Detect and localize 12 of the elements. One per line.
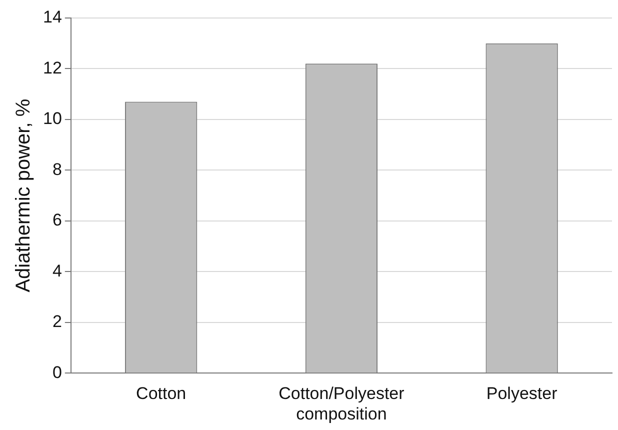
y-axis-title: Adiathermic power, % [12, 98, 35, 292]
y-tick-label: 0 [52, 362, 62, 382]
y-tick-label: 8 [52, 160, 62, 179]
y-tick-label: 4 [52, 261, 62, 280]
x-tick-label: Cotton [136, 384, 186, 404]
x-tick-label: Polyester [486, 384, 558, 404]
y-tick-label: 10 [42, 109, 62, 128]
x-tick-label: Cotton/Polyester composition [278, 384, 405, 424]
y-tick-label: 6 [52, 210, 62, 230]
y-tick-label: 12 [42, 58, 62, 78]
y-tick-label: 2 [52, 312, 62, 332]
y-tick-label: 14 [42, 8, 62, 27]
